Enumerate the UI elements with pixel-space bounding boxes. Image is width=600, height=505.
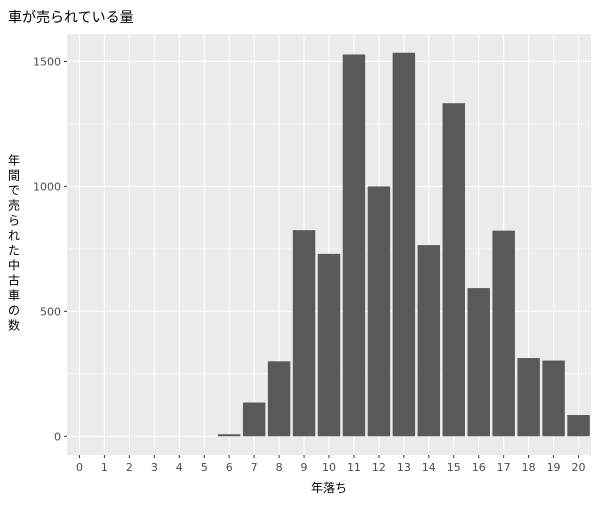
x-tick-label: 8	[276, 461, 283, 474]
x-tick-label: 2	[126, 461, 133, 474]
x-tick-label: 4	[176, 461, 183, 474]
bar	[317, 253, 341, 437]
bar	[517, 358, 540, 437]
y-axis: 0 500 1000 1500	[33, 55, 67, 443]
x-tick-label: 20	[572, 461, 586, 474]
chart-title: 車が売られている量	[8, 9, 134, 26]
bar	[567, 415, 590, 437]
bar	[292, 230, 316, 437]
bar	[492, 230, 515, 437]
x-tick-label: 5	[201, 461, 208, 474]
bar	[217, 434, 241, 437]
y-tick-label: 0	[54, 430, 61, 443]
bar	[392, 52, 416, 437]
bar	[442, 103, 465, 437]
bar	[467, 288, 490, 437]
x-tick-label: 11	[347, 461, 361, 474]
bar	[242, 402, 266, 437]
x-tick-label: 16	[472, 461, 486, 474]
x-tick-label: 1	[101, 461, 108, 474]
x-tick-label: 6	[226, 461, 233, 474]
y-axis-title: 年間で売られた中古車の数	[8, 154, 20, 333]
y-tick-label: 500	[40, 305, 61, 318]
x-tick-label: 0	[76, 461, 83, 474]
bars	[217, 52, 590, 437]
x-axis-title: 年落ち	[311, 481, 347, 495]
x-tick-label: 13	[397, 461, 411, 474]
x-tick-label: 7	[251, 461, 258, 474]
y-tick-label: 1500	[33, 55, 61, 68]
x-axis: 0 1 2 3 4 5 6 7 8 9 10 11 12 13 14 15 16 17 18 19 20	[76, 455, 586, 474]
x-tick-label: 14	[422, 461, 436, 474]
bar	[542, 360, 565, 437]
bar	[367, 186, 391, 437]
bar	[342, 54, 366, 437]
x-tick-label: 17	[497, 461, 511, 474]
bar	[267, 361, 291, 437]
x-tick-label: 18	[522, 461, 536, 474]
x-tick-label: 19	[547, 461, 561, 474]
x-tick-label: 15	[447, 461, 461, 474]
x-tick-label: 12	[372, 461, 386, 474]
x-tick-label: 10	[322, 461, 336, 474]
y-tick-label: 1000	[33, 180, 61, 193]
x-tick-label: 3	[151, 461, 158, 474]
bar	[417, 245, 441, 437]
x-tick-label: 9	[301, 461, 308, 474]
